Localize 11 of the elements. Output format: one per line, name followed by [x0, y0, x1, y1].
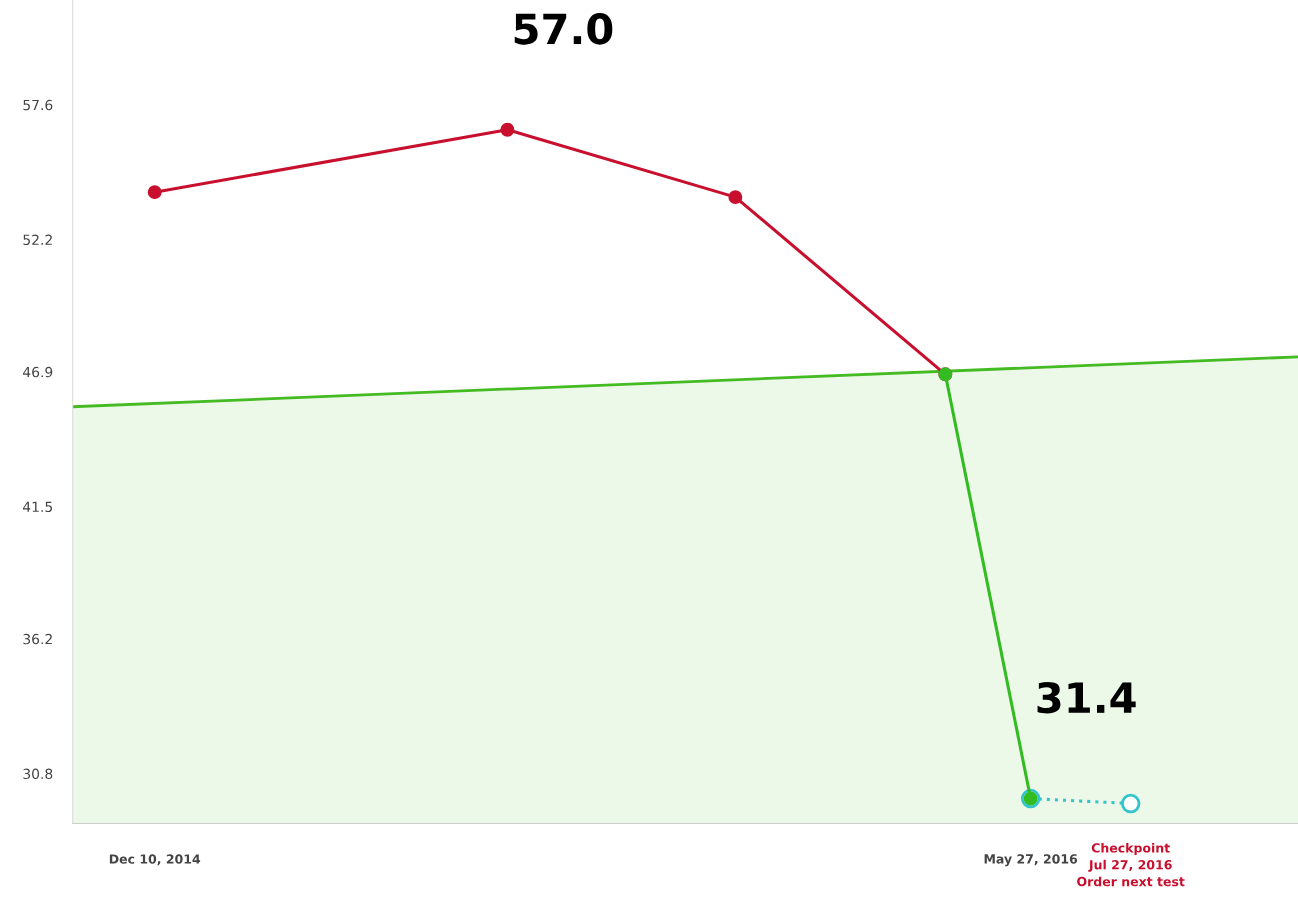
annotation: 57.0	[514, 13, 613, 45]
y-tick-label: 36.2	[23, 633, 52, 645]
annotation: 31.4	[1037, 681, 1136, 714]
text: Checkpoint Jul 27, 2016 Order next test	[1077, 842, 1185, 887]
y-tick-label: 46.9	[23, 366, 53, 378]
x-tick-label: May 27, 2016	[984, 854, 1078, 867]
y-tick-label: 41.5	[23, 501, 53, 513]
y-tick-label: 57.6	[23, 99, 53, 111]
y-tick-label: 52.2	[23, 234, 52, 246]
y-tick-label: 30.8	[23, 768, 53, 780]
x-tick-label: Dec 10, 2014	[109, 854, 201, 866]
